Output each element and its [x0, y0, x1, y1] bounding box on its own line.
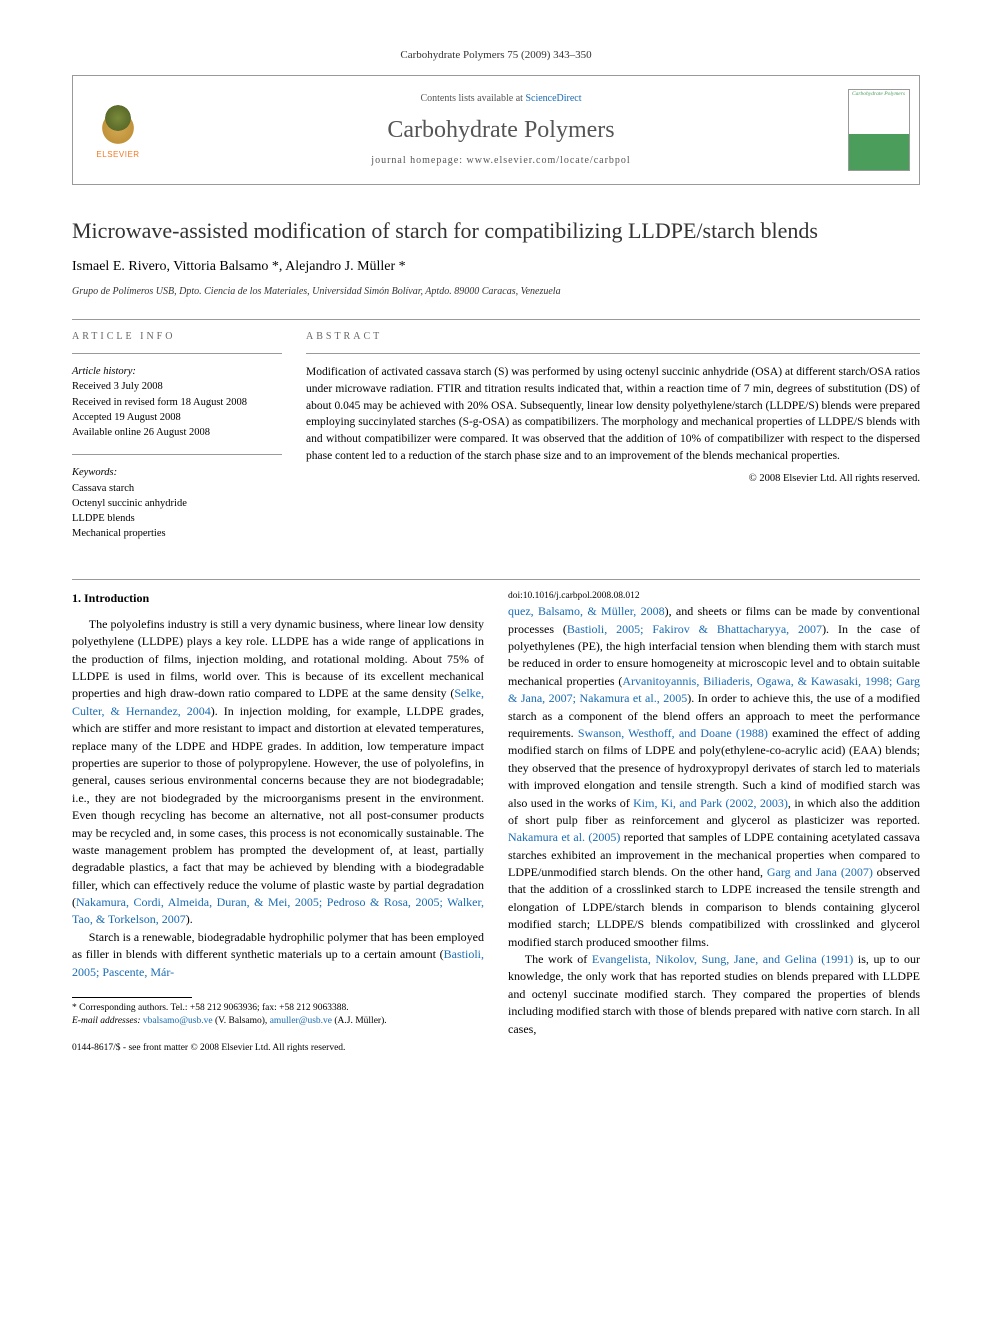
email-link[interactable]: amuller@usb.ve — [270, 1016, 332, 1026]
history-label: Article history: — [72, 364, 282, 379]
citation-link[interactable]: quez, Balsamo, & Müller, 2008 — [508, 604, 665, 618]
online-date: Available online 26 August 2008 — [72, 425, 282, 440]
body-columns: 1. Introduction The polyolefins industry… — [72, 590, 920, 1054]
footer-doi: doi:10.1016/j.carbpol.2008.08.012 — [508, 590, 920, 603]
corresponding-author-footnote: * Corresponding authors. Tel.: +58 212 9… — [72, 1002, 484, 1028]
corr-author-line: * Corresponding authors. Tel.: +58 212 9… — [72, 1002, 484, 1015]
citation-link[interactable]: Garg and Jana (2007) — [767, 865, 873, 879]
divider — [306, 353, 920, 354]
citation-link[interactable]: Swanson, Westhoff, and Doane (1988) — [578, 726, 768, 740]
section-heading: 1. Introduction — [72, 590, 484, 607]
divider — [72, 319, 920, 320]
body-paragraph: Starch is a renewable, biodegradable hyd… — [72, 929, 484, 981]
citation-link[interactable]: Bastioli, 2005; Fakirov & Bhattacharyya,… — [567, 622, 822, 636]
affiliation: Grupo de Polímeros USB, Dpto. Ciencia de… — [72, 285, 920, 299]
sciencedirect-link[interactable]: ScienceDirect — [525, 93, 581, 104]
abstract-text: Modification of activated cassava starch… — [306, 364, 920, 464]
divider — [72, 454, 282, 455]
abstract-column: ABSTRACT Modification of activated cassa… — [306, 330, 920, 556]
footnote-separator — [72, 997, 192, 998]
email-name: (A.J. Müller). — [332, 1016, 387, 1026]
body-text: ). In injection molding, for example, LL… — [72, 704, 484, 909]
divider — [72, 579, 920, 580]
citation-link[interactable]: Nakamura et al. (2005) — [508, 830, 620, 844]
cover-title: Carbohydrate Polymers — [852, 92, 905, 98]
keyword: Octenyl succinic anhydride — [72, 496, 282, 511]
citation-link[interactable]: Kim, Ki, and Park (2002, 2003) — [633, 796, 788, 810]
body-paragraph: The work of Evangelista, Nikolov, Sung, … — [508, 951, 920, 1038]
email-label: E-mail addresses: — [72, 1016, 141, 1026]
footer-issn: 0144-8617/$ - see front matter © 2008 El… — [72, 1042, 484, 1055]
keyword: Mechanical properties — [72, 526, 282, 541]
elsevier-tree-icon — [93, 98, 143, 148]
received-date: Received 3 July 2008 — [72, 379, 282, 394]
email-link[interactable]: vbalsamo@usb.ve — [143, 1016, 213, 1026]
article-title: Microwave-assisted modification of starc… — [72, 217, 920, 245]
accepted-date: Accepted 19 August 2008 — [72, 410, 282, 425]
contents-line: Contents lists available at ScienceDirec… — [420, 92, 581, 106]
publisher-logo-cell: ELSEVIER — [73, 76, 163, 184]
body-text: The polyolefins industry is still a very… — [72, 617, 484, 701]
info-abstract-row: ARTICLE INFO Article history: Received 3… — [72, 330, 920, 556]
header-middle: Contents lists available at ScienceDirec… — [163, 76, 839, 184]
keyword: Cassava starch — [72, 481, 282, 496]
journal-reference: Carbohydrate Polymers 75 (2009) 343–350 — [72, 48, 920, 63]
keywords-block: Keywords: Cassava starch Octenyl succini… — [72, 465, 282, 541]
cover-cell: Carbohydrate Polymers — [839, 76, 919, 184]
publisher-name: ELSEVIER — [96, 150, 139, 161]
journal-header-box: ELSEVIER Contents lists available at Sci… — [72, 75, 920, 185]
keywords-label: Keywords: — [72, 465, 282, 480]
article-info-column: ARTICLE INFO Article history: Received 3… — [72, 330, 282, 556]
article-history: Article history: Received 3 July 2008 Re… — [72, 364, 282, 440]
revised-date: Received in revised form 18 August 2008 — [72, 395, 282, 410]
journal-name: Carbohydrate Polymers — [387, 114, 614, 146]
body-text: ). — [186, 912, 193, 926]
citation-link[interactable]: Evangelista, Nikolov, Sung, Jane, and Ge… — [592, 952, 853, 966]
elsevier-logo: ELSEVIER — [83, 90, 153, 170]
divider — [72, 353, 282, 354]
body-text: The work of — [525, 952, 592, 966]
journal-cover-thumb: Carbohydrate Polymers — [848, 89, 910, 171]
journal-homepage: journal homepage: www.elsevier.com/locat… — [371, 154, 630, 168]
citation-link[interactable]: Nakamura, Cordi, Almeida, Duran, & Mei, … — [72, 895, 484, 926]
body-paragraph-col2: quez, Balsamo, & Müller, 2008), and shee… — [508, 603, 920, 951]
abstract-head: ABSTRACT — [306, 330, 920, 344]
keyword: LLDPE blends — [72, 511, 282, 526]
abstract-copyright: © 2008 Elsevier Ltd. All rights reserved… — [306, 472, 920, 486]
contents-prefix: Contents lists available at — [420, 93, 525, 104]
authors: Ismael E. Rivero, Vittoria Balsamo *, Al… — [72, 258, 920, 277]
email-line: E-mail addresses: vbalsamo@usb.ve (V. Ba… — [72, 1015, 484, 1028]
article-info-head: ARTICLE INFO — [72, 330, 282, 344]
body-text: Starch is a renewable, biodegradable hyd… — [72, 930, 484, 961]
body-paragraph: The polyolefins industry is still a very… — [72, 616, 484, 929]
email-name: (V. Balsamo), — [213, 1016, 270, 1026]
